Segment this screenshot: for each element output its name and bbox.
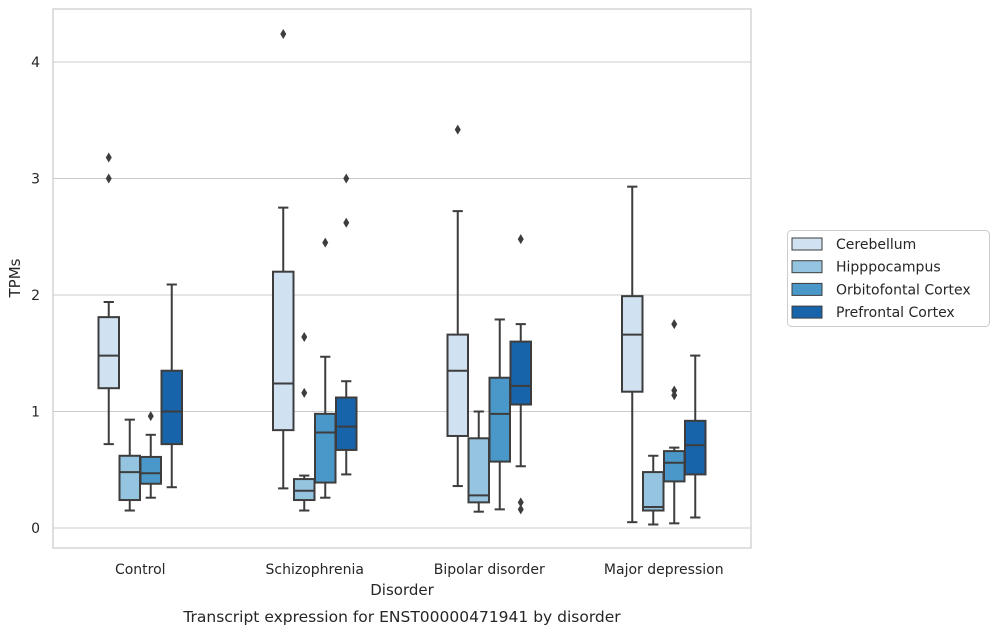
box-body [118, 454, 141, 502]
outlier-point [517, 497, 524, 508]
box-body [663, 450, 686, 483]
box-body [314, 412, 337, 484]
box-0-2 [139, 411, 162, 499]
box-body [509, 340, 532, 406]
legend-label: Prefrontal Cortex [836, 305, 955, 321]
box-1-3 [335, 173, 358, 476]
box-body [642, 471, 665, 512]
box-1-0 [272, 29, 295, 490]
outlier-point [280, 29, 287, 40]
x-tick-label: Schizophrenia [266, 562, 364, 578]
box-body [621, 295, 644, 393]
legend-label: Cerebellum [836, 237, 916, 253]
outlier-point [301, 387, 308, 398]
box-2-1 [467, 410, 490, 513]
box-body [684, 419, 707, 476]
box-1-2 [314, 237, 337, 499]
box-3-3 [684, 354, 707, 519]
outlier-point [671, 385, 678, 396]
box-body [335, 396, 358, 451]
box-3-0 [621, 185, 644, 524]
box-body [293, 478, 316, 502]
outlier-point [671, 319, 678, 330]
outlier-point [454, 124, 461, 135]
x-tick-label: Bipolar disorder [434, 562, 545, 578]
legend-swatch [791, 260, 823, 274]
y-axis-label: TPMs [6, 258, 24, 298]
y-tick-labels: 0 1 2 3 4 [31, 55, 40, 537]
legend-swatch [791, 282, 823, 296]
x-tick-label: Major depression [604, 562, 724, 578]
legend-swatch [791, 237, 823, 251]
y-tick-label: 0 [31, 521, 40, 537]
box-body [446, 333, 469, 437]
y-tick-label: 4 [31, 55, 40, 71]
outlier-point [517, 504, 524, 515]
legend: Cerebellum Hipppocampus Orbitofontal Corte… [787, 230, 990, 327]
outlier-point [105, 152, 112, 163]
box-0-0 [97, 152, 120, 446]
box-2-0 [446, 124, 469, 488]
outlier-point [343, 173, 350, 184]
boxes-layer [97, 29, 707, 526]
box-2-3 [509, 234, 532, 515]
legend-label: Hipppocampus [836, 260, 941, 276]
x-tick-label: Control [115, 562, 166, 578]
legend-label: Orbitofontal Cortex [836, 282, 971, 298]
outlier-point [301, 331, 308, 342]
legend-frame [787, 230, 990, 327]
outlier-point [343, 217, 350, 228]
box-3-2 [663, 319, 686, 525]
box-body [97, 316, 120, 390]
box-body [139, 455, 162, 485]
legend-swatch [791, 305, 823, 319]
outlier-point [105, 173, 112, 184]
outlier-point [517, 234, 524, 245]
plot-frame [52, 8, 752, 549]
y-tick-label: 3 [31, 172, 40, 188]
box-body [160, 369, 183, 446]
box-0-1 [118, 418, 141, 512]
chart-caption: Transcript expression for ENST0000047194… [182, 608, 621, 626]
box-3-1 [642, 454, 665, 526]
y-tick-label: 2 [31, 288, 40, 304]
box-1-1 [293, 331, 316, 512]
box-body [467, 437, 490, 504]
x-tick-labels: Control Schizophrenia Bipolar disorder Majo… [115, 562, 724, 578]
y-tick-label: 1 [31, 405, 40, 421]
outlier-point [322, 237, 329, 248]
x-axis-label: Disorder [370, 581, 434, 599]
box-body [488, 376, 511, 463]
box-2-2 [488, 318, 511, 511]
box-body [272, 270, 295, 432]
box-0-3 [160, 283, 183, 489]
outlier-point [147, 411, 154, 422]
